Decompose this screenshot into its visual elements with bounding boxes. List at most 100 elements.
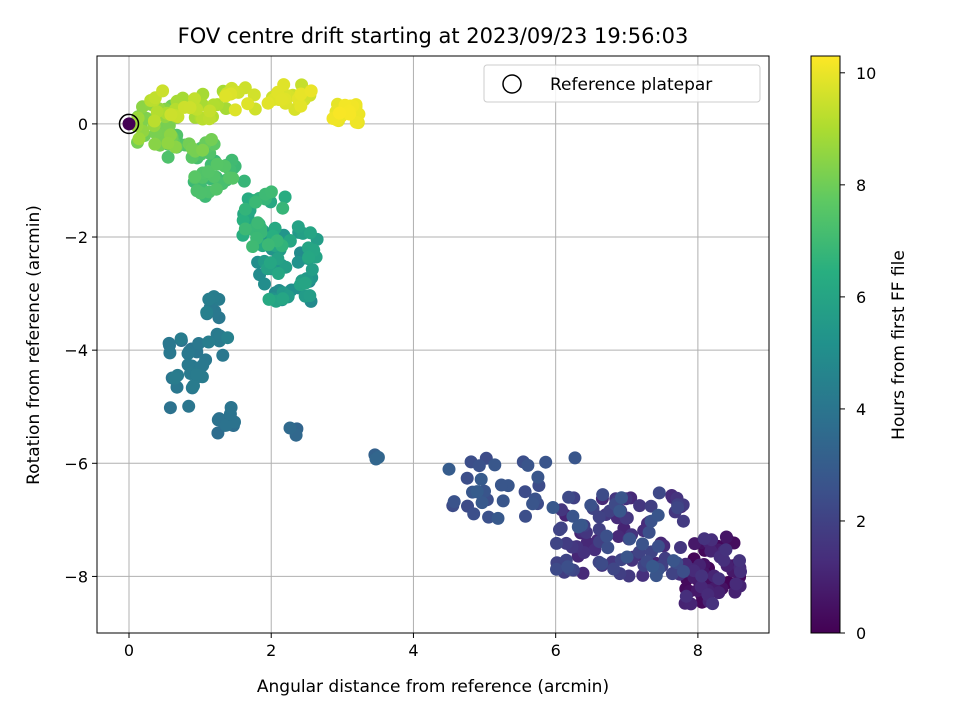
scatter-point [596,488,609,501]
scatter-point [539,456,552,469]
x-tick-label: 0 [124,641,134,660]
scatter-point [495,479,508,492]
colorbar-label: Hours from first FF file [889,250,909,440]
scatter-point [623,532,636,545]
scatter-point [302,251,315,264]
scatter-point [475,473,488,486]
colorbar-tick-label: 0 [856,624,866,643]
scatter-point [615,491,628,504]
scatter-point [219,90,232,103]
scatter-point [303,289,316,302]
x-tick-label: 8 [693,641,703,660]
scatter-point [680,590,693,603]
scatter-point [229,103,242,116]
scatter-point [333,107,346,120]
scatter-point [572,520,585,533]
scatter-point [241,97,254,110]
scatter-point [562,491,575,504]
scatter-point [294,100,307,113]
scatter-point [275,93,288,106]
scatter-point [168,372,181,385]
scatter-point [202,293,215,306]
scatter-point [262,97,275,110]
x-tick-label: 6 [551,641,561,660]
scatter-point [276,202,289,215]
scatter-point [448,495,461,508]
scatter-point [276,292,289,305]
scatter-point [561,560,574,573]
x-tick-label: 2 [266,641,276,660]
scatter-point [733,554,746,567]
x-axis-label: Angular distance from reference (arcmin) [257,677,609,697]
y-tick-label: 0 [78,115,88,134]
scatter-point [595,557,608,570]
scatter-point [265,185,278,198]
scatter-point [305,84,318,97]
scatter-point [372,451,385,464]
chart: FOV centre drift starting at 2023/09/23 … [0,0,960,720]
scatter-point [633,499,646,512]
scatter-point [175,332,188,345]
scatter-point [246,240,259,253]
legend: Reference platepar [484,65,760,102]
scatter-point [636,537,649,550]
scatter-point [164,108,177,121]
scatter-point [492,512,505,525]
scatter-point [553,523,566,536]
colorbar [811,56,840,633]
scatter-point [194,187,207,200]
scatter-point [163,346,176,359]
y-tick-label: −6 [64,454,88,473]
scatter-point [443,463,456,476]
scatter-point [600,530,613,543]
scatter-point [550,537,563,550]
reference-point-fill [123,117,136,130]
scatter-point [182,400,195,413]
scatter-point [526,497,539,510]
scatter-point [569,451,582,464]
y-tick-label: −8 [64,567,88,586]
scatter-point [734,565,747,578]
scatter-point [221,331,234,344]
scatter-point [216,349,229,362]
colorbar-tick-label: 4 [856,400,866,419]
scatter-point [148,138,161,151]
scatter-point [550,563,563,576]
scatter-point [164,401,177,414]
scatter-point [239,223,252,236]
colorbar-tick-label: 2 [856,512,866,531]
scatter-point [258,278,271,291]
scatter-point [196,144,209,157]
scatter-point [720,531,733,544]
scatter-point [210,183,223,196]
scatter-point [262,238,275,251]
scatter-point [646,560,659,573]
scatter-point [706,597,719,610]
colorbar-tick-label: 8 [856,176,866,195]
scatter-point [613,505,626,518]
scatter-point [264,256,277,269]
scatter-point [188,170,201,183]
scatter-point [200,306,213,319]
scatter-point [299,277,312,290]
scatter-point [698,532,711,545]
scatter-point [133,132,146,145]
scatter-point [653,486,666,499]
scatter-point [223,171,236,184]
scatter-point [519,510,532,523]
scatter-point [251,216,264,229]
x-tick-label: 4 [408,641,418,660]
scatter-point [719,543,732,556]
scatter-point [695,570,708,583]
scatter-point [607,563,620,576]
scatter-point [531,471,544,484]
scatter-point [238,175,251,188]
chart-title: FOV centre drift starting at 2023/09/23 … [178,24,689,48]
scatter-point [306,263,319,276]
scatter-point [601,541,614,554]
scatter-point [184,101,197,114]
colorbar-tick-label: 10 [856,64,876,83]
scatter-point [677,515,690,528]
scatter-point [497,494,510,507]
scatter-point [182,347,195,360]
